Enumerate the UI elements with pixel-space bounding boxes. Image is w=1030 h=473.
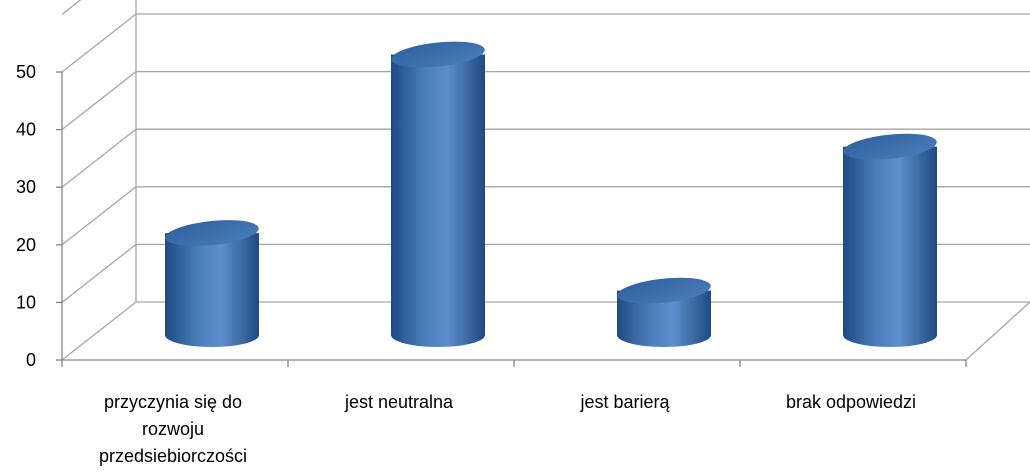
y-tick-labels: 0 10 20 30 40 50 [16,62,36,370]
y-tick-label-20: 20 [16,235,36,255]
gridline-side-0 [61,301,137,361]
floor-right-edge [965,301,1030,361]
category-label-3: brak odpowiedzi [786,392,916,412]
gridline-side-20 [61,186,137,246]
bar-top-0 [165,220,259,246]
gridline-side-10 [61,243,137,303]
axes [56,71,967,367]
bar-body-3 [843,146,937,347]
gridline-side-40 [61,71,137,131]
gridline-side-top [61,0,82,15]
gridline-side-30 [61,128,137,188]
gridline-side-50 [61,13,137,73]
y-tick-label-0: 0 [26,350,36,370]
bar-1 [391,41,485,348]
bar-top-3 [843,133,937,160]
category-label-2: jest barierą [579,392,670,412]
bar-3 [843,133,937,347]
y-tick-label-40: 40 [16,120,36,140]
bar-top-1 [391,41,485,68]
bars [165,41,937,348]
y-tick-label-50: 50 [16,62,36,82]
y-tick-label-10: 10 [16,292,36,312]
gridlines [61,0,1030,361]
bar-body-1 [391,54,485,348]
category-label-line: przedsiebiorczości [99,446,247,466]
category-label-1: jest neutralna [344,392,454,412]
bar-0 [165,220,259,347]
category-labels: przyczynia się do rozwoju przedsiebiorczoś… [99,392,916,466]
category-label-0: przyczynia się do rozwoju przedsiebiorczoś… [99,392,247,466]
bar-body-0 [165,233,259,347]
category-label-line: jest neutralna [344,392,454,412]
y-tick-label-30: 30 [16,177,36,197]
category-label-line: przyczynia się do [104,392,242,412]
bar-body-2 [617,290,711,347]
bar-2 [617,277,711,347]
category-label-line: jest barierą [579,392,670,412]
category-label-line: rozwoju [142,419,204,439]
bar-top-2 [617,277,711,304]
category-label-line: brak odpowiedzi [786,392,916,412]
